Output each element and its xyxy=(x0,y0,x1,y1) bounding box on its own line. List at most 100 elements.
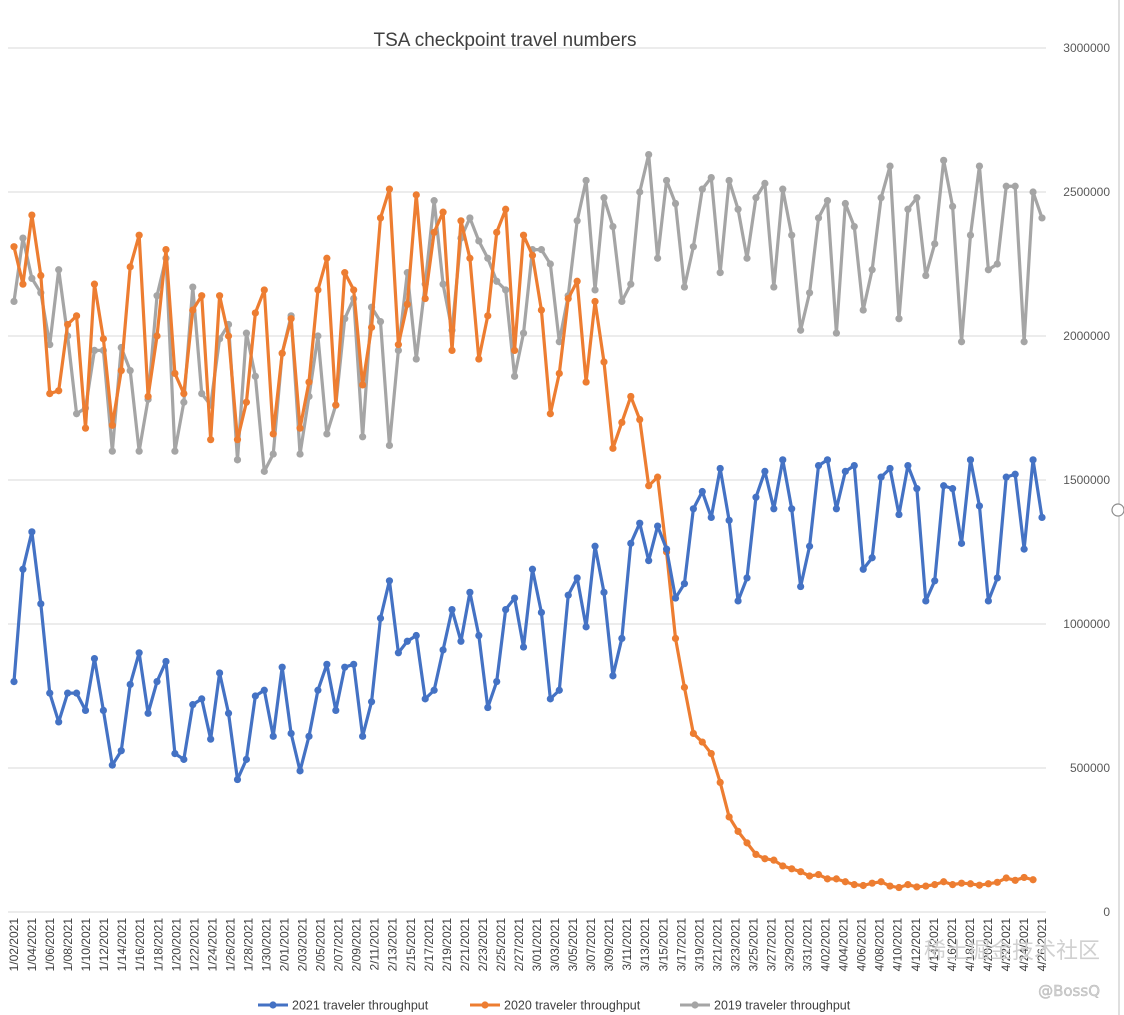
data-point xyxy=(957,879,966,887)
x-tick-label: 2/01/2021 xyxy=(278,918,292,972)
x-tick-label: 2/03/2021 xyxy=(296,918,310,972)
data-point xyxy=(296,424,304,432)
data-point xyxy=(537,306,546,314)
data-point xyxy=(698,738,706,746)
x-tick: 2/27/2021 xyxy=(512,918,526,972)
data-point xyxy=(233,456,242,464)
data-point xyxy=(707,513,715,522)
data-point xyxy=(662,545,671,553)
data-point xyxy=(689,243,697,251)
x-tick-label: 3/27/2021 xyxy=(764,918,778,972)
data-point xyxy=(108,421,116,429)
x-tick-label: 4/26/2021 xyxy=(1035,918,1049,972)
legend-entry: 2020 traveler throughput xyxy=(470,999,641,1013)
x-tick-label: 4/10/2021 xyxy=(891,918,905,972)
data-point xyxy=(600,588,608,596)
data-point xyxy=(895,315,903,323)
data-point xyxy=(886,464,894,473)
x-tick-label: 2/27/2021 xyxy=(512,918,526,972)
x-tick: 4/16/2021 xyxy=(945,918,959,972)
x-tick-label: 3/01/2021 xyxy=(530,918,544,972)
data-point xyxy=(922,597,930,605)
data-point xyxy=(394,341,402,349)
data-point xyxy=(886,162,894,170)
x-tick: 2/15/2021 xyxy=(404,918,418,972)
data-point xyxy=(528,565,537,573)
data-point xyxy=(72,410,81,418)
data-point xyxy=(645,557,653,565)
data-point xyxy=(618,634,626,643)
data-point xyxy=(832,875,841,883)
x-tick-label: 3/11/2021 xyxy=(620,918,634,971)
watermark-handle: @BossQ xyxy=(1038,982,1100,1000)
x-tick-label: 4/02/2021 xyxy=(819,918,833,972)
data-point xyxy=(645,150,653,159)
data-point xyxy=(269,732,277,740)
data-point xyxy=(19,280,27,288)
data-point xyxy=(493,277,501,285)
data-point xyxy=(180,755,188,763)
data-point xyxy=(519,643,528,651)
data-point xyxy=(475,237,483,245)
data-point xyxy=(359,381,367,389)
data-point xyxy=(761,179,769,187)
data-point xyxy=(198,695,206,703)
data-point xyxy=(877,878,885,886)
x-tick-label: 3/05/2021 xyxy=(566,918,580,972)
data-point xyxy=(260,686,268,694)
data-point xyxy=(55,718,63,726)
data-point xyxy=(716,778,724,787)
data-point xyxy=(64,320,72,329)
x-tick: 3/31/2021 xyxy=(801,918,815,972)
x-tick-label: 4/08/2021 xyxy=(873,918,887,972)
data-point xyxy=(618,297,626,306)
x-tick: 4/08/2021 xyxy=(873,918,887,972)
data-point xyxy=(627,539,635,547)
resize-handle[interactable] xyxy=(1111,503,1124,517)
data-point xyxy=(654,254,662,262)
data-point xyxy=(376,614,385,622)
legend-label: 2021 traveler throughput xyxy=(292,999,429,1013)
data-point xyxy=(636,188,644,196)
data-point xyxy=(797,326,805,334)
x-tick-label: 4/24/2021 xyxy=(1017,918,1031,972)
data-point xyxy=(743,574,751,582)
data-point xyxy=(171,447,179,455)
data-point xyxy=(573,277,581,285)
x-tick-label: 1/04/2021 xyxy=(25,918,39,972)
data-point xyxy=(770,505,778,513)
data-point xyxy=(466,214,474,222)
x-tick-label: 2/23/2021 xyxy=(476,918,490,972)
data-point xyxy=(671,199,680,208)
data-point xyxy=(805,289,814,297)
x-tick: 4/22/2021 xyxy=(999,918,1013,972)
x-tick: 1/26/2021 xyxy=(223,918,237,972)
data-point xyxy=(1011,876,1019,884)
data-point xyxy=(171,750,179,758)
data-point xyxy=(457,637,465,645)
data-point xyxy=(904,881,912,889)
data-point xyxy=(797,582,805,591)
x-axis-ticks: 1/02/2021 1/04/2021 1/06/2021 1/08/2021 1/10… xyxy=(7,918,1049,972)
data-point xyxy=(269,450,277,458)
data-point xyxy=(37,271,45,280)
data-point xyxy=(743,254,751,262)
x-tick: 4/02/2021 xyxy=(819,918,833,972)
data-point xyxy=(913,883,921,891)
data-point xyxy=(484,703,492,712)
data-point xyxy=(314,686,322,694)
data-point xyxy=(296,767,304,775)
data-point xyxy=(90,346,99,354)
data-point xyxy=(1002,182,1010,190)
data-point xyxy=(734,597,742,605)
data-point xyxy=(823,197,832,205)
data-point xyxy=(278,663,286,671)
legend-entry: 2021 traveler throughput xyxy=(258,999,429,1013)
data-point xyxy=(37,600,45,608)
x-tick: 3/23/2021 xyxy=(728,918,742,972)
data-point xyxy=(555,338,563,346)
data-point xyxy=(752,493,760,501)
series-0 xyxy=(10,456,1046,784)
data-point xyxy=(510,372,519,380)
